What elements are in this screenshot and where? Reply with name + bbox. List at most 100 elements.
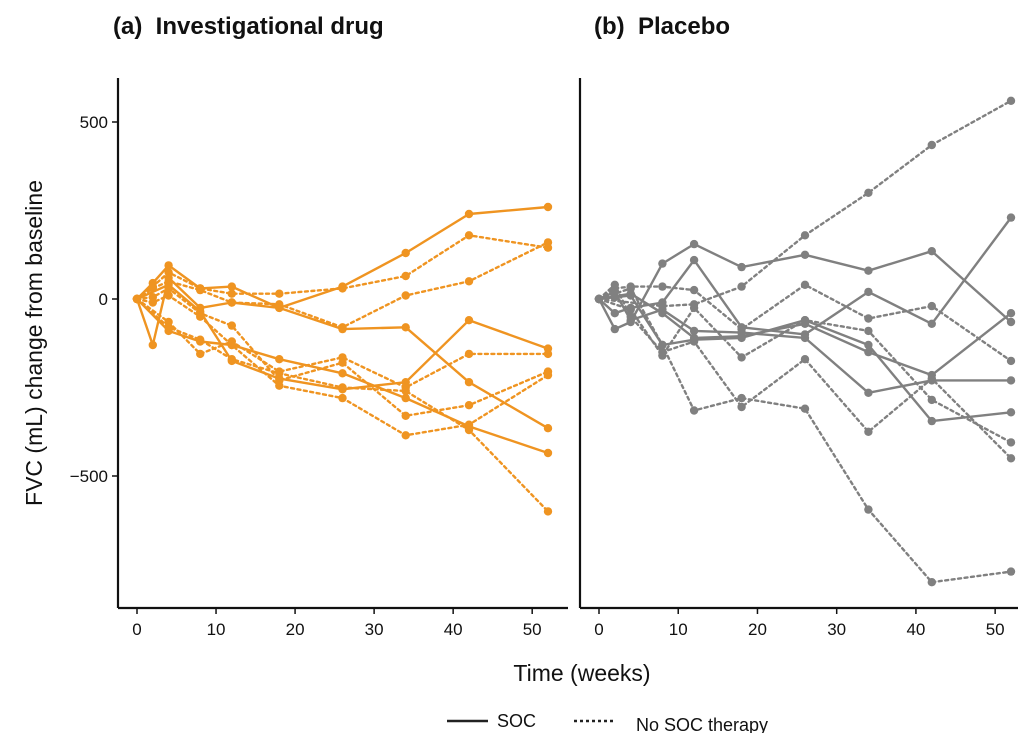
data-point	[800, 404, 810, 413]
data-point	[338, 383, 347, 392]
data-point	[800, 280, 810, 289]
data-point	[338, 284, 347, 293]
data-point	[227, 321, 236, 330]
data-point	[864, 314, 873, 323]
data-point	[658, 259, 667, 268]
data-point	[658, 347, 667, 357]
data-point	[927, 395, 936, 405]
data-point	[658, 340, 667, 350]
series-line-no-soc	[597, 283, 1013, 363]
data-point	[737, 262, 746, 272]
data-point	[658, 309, 667, 318]
data-point	[737, 402, 746, 412]
x-tick-label: 30	[365, 620, 384, 639]
data-point	[543, 370, 553, 380]
data-point	[275, 381, 284, 390]
data-point	[927, 578, 936, 587]
data-point	[164, 291, 173, 300]
data-point	[148, 284, 157, 293]
data-point	[464, 378, 474, 387]
data-point	[464, 349, 474, 359]
data-point	[927, 301, 936, 311]
x-tick-label: 50	[986, 620, 1005, 639]
data-point	[227, 289, 236, 298]
panel-a-title: (a) Investigational drug	[113, 13, 384, 40]
data-point	[689, 337, 699, 346]
data-point	[464, 209, 474, 219]
data-point	[464, 277, 474, 286]
series-line-no-soc	[597, 99, 1013, 308]
data-point	[1006, 376, 1016, 385]
panel-b-plot: 0 10 20 30 40 50	[578, 78, 1018, 639]
data-point	[737, 324, 746, 334]
x-tick-label: 0	[132, 620, 141, 639]
data-point	[1006, 317, 1016, 327]
data-point	[1006, 454, 1016, 463]
data-point	[610, 280, 619, 289]
data-point	[401, 393, 410, 403]
legend-label-soc: SOC	[497, 711, 536, 731]
data-point	[658, 282, 667, 291]
data-point	[689, 255, 699, 265]
data-point	[275, 355, 284, 364]
x-tick-label: 50	[523, 620, 542, 639]
y-tick-label: 500	[80, 113, 108, 132]
data-point	[401, 271, 410, 281]
data-point	[196, 285, 205, 295]
data-point	[401, 431, 410, 440]
data-point	[737, 332, 746, 341]
data-point	[275, 300, 284, 309]
legend-label-no-soc: No SOC therapy	[636, 715, 768, 733]
data-point	[275, 369, 284, 378]
series-line-no-soc	[135, 234, 550, 301]
x-tick-label: 40	[444, 620, 463, 639]
data-point	[594, 294, 604, 304]
series-line-no-soc	[135, 241, 550, 329]
data-point	[275, 289, 284, 298]
data-point	[864, 388, 873, 397]
data-point	[164, 261, 173, 270]
data-point	[927, 140, 936, 150]
data-point	[658, 301, 667, 311]
data-point	[464, 401, 474, 410]
data-point	[543, 424, 553, 433]
data-point	[464, 231, 474, 240]
data-point	[338, 358, 347, 367]
panel-b-title: (b) Placebo	[594, 13, 730, 40]
data-point	[1006, 96, 1016, 106]
data-point	[626, 312, 635, 321]
data-point	[401, 291, 410, 300]
x-tick-label: 10	[669, 620, 688, 639]
data-point	[227, 340, 236, 350]
series-line-soc	[597, 294, 1013, 423]
series-line-soc	[597, 242, 1013, 331]
data-point	[689, 239, 699, 249]
series-line-soc	[135, 276, 550, 430]
data-point	[543, 349, 553, 359]
data-point	[800, 333, 810, 343]
data-point	[164, 277, 173, 286]
data-point	[737, 353, 746, 362]
x-axis-label: Time (weeks)	[513, 660, 650, 686]
data-point	[164, 284, 173, 293]
data-point	[689, 285, 699, 295]
legend: SOC No SOC therapy	[447, 711, 768, 733]
data-point	[927, 319, 936, 328]
data-point	[737, 282, 746, 291]
x-tick-label: 40	[906, 620, 925, 639]
y-tick-label: 0	[99, 290, 108, 309]
x-tick-label: 0	[594, 620, 603, 639]
data-point	[1006, 438, 1016, 447]
data-point	[1006, 213, 1016, 222]
data-point	[196, 335, 205, 344]
data-point	[626, 305, 635, 314]
data-point	[401, 323, 410, 332]
data-point	[927, 374, 936, 383]
data-point	[737, 393, 746, 403]
data-point	[800, 316, 810, 325]
data-point	[164, 323, 173, 332]
data-point	[1006, 309, 1016, 318]
series-line-soc	[135, 205, 550, 310]
data-point	[864, 188, 873, 197]
